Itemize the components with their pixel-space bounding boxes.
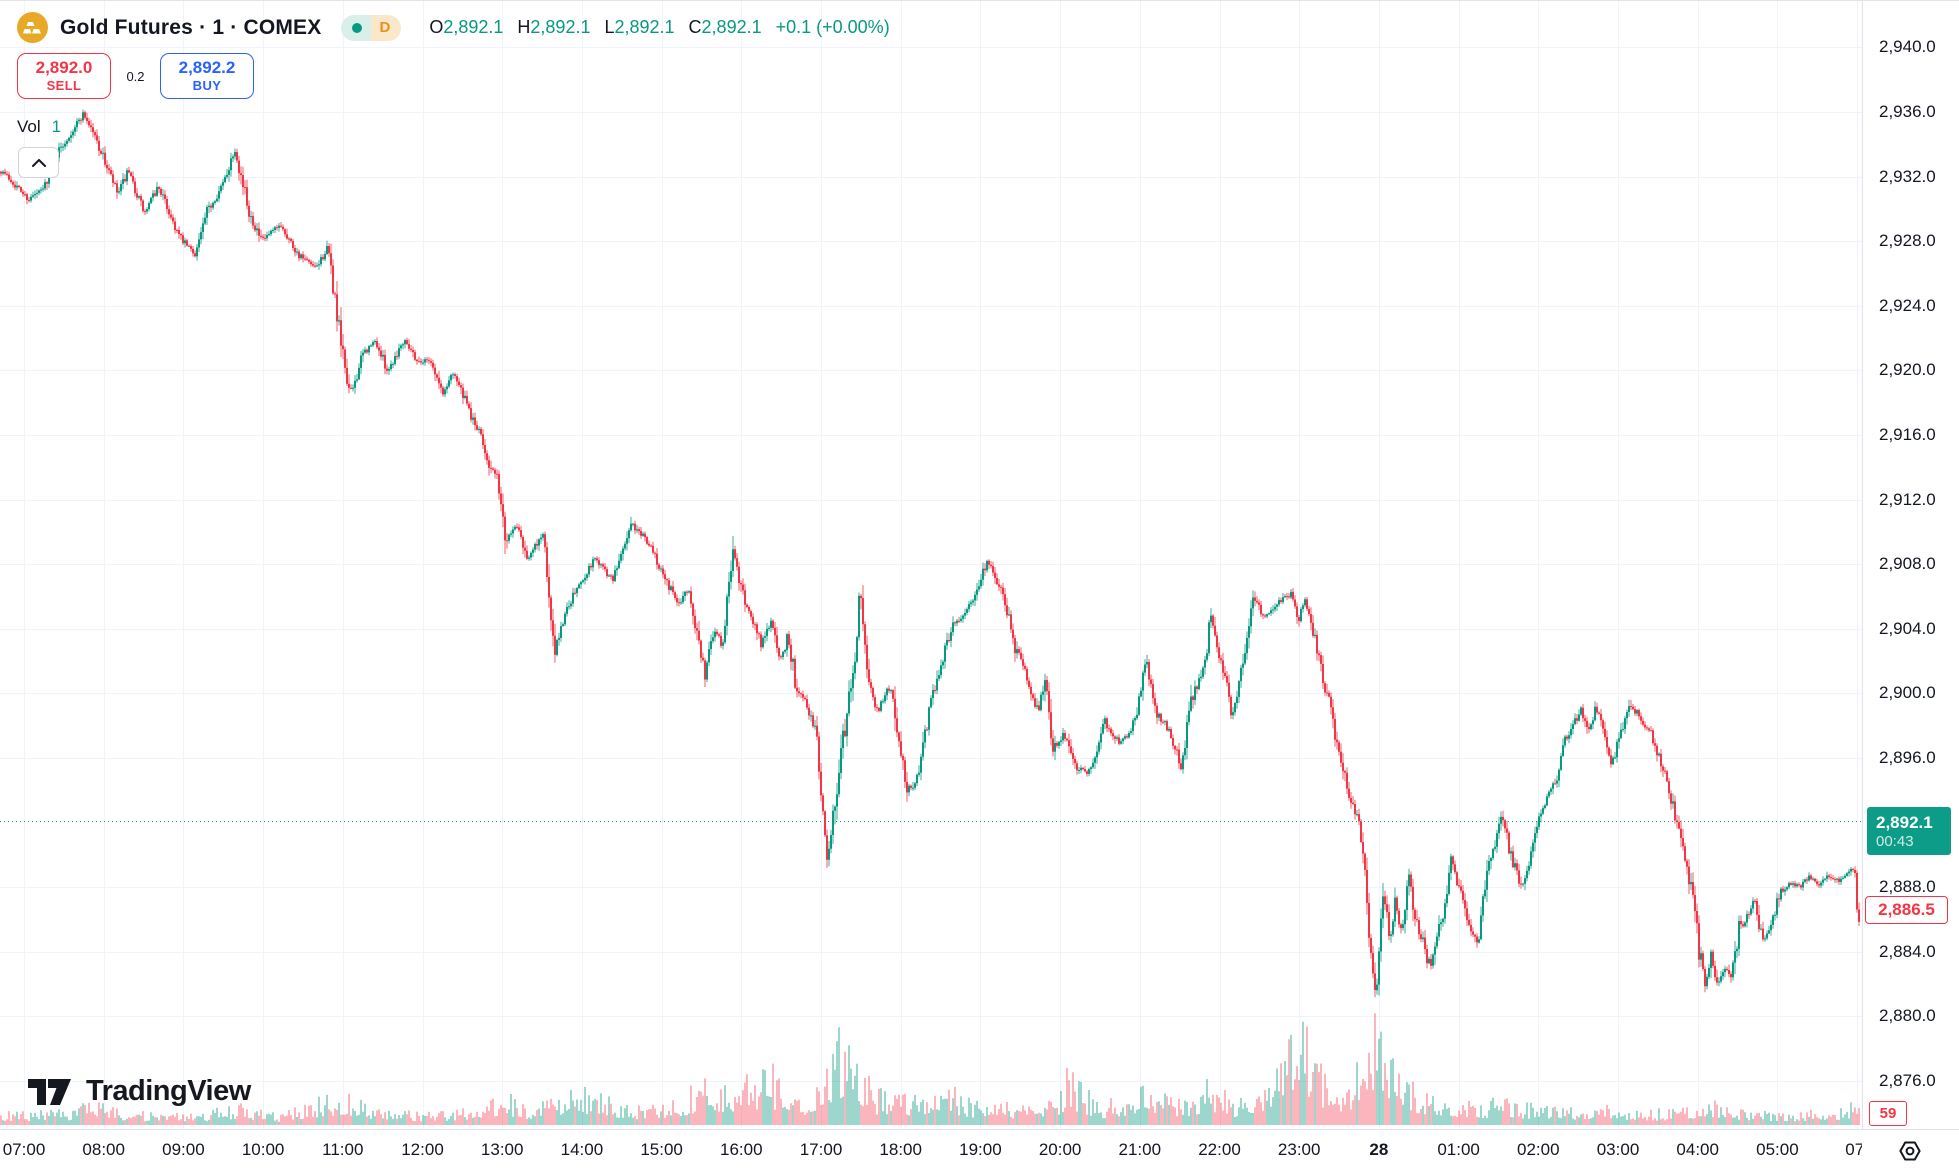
time-tick-label: 07: (1845, 1140, 1862, 1159)
volume-legend-label: Vol (17, 117, 41, 136)
time-tick-label: 07:00 (2, 1140, 46, 1159)
tradingview-mark-icon (28, 1078, 71, 1105)
sell-label: SELL (46, 78, 82, 93)
high-value: 2,892.1 (530, 17, 591, 37)
market-open-dot-icon (352, 22, 363, 33)
time-tick-label: 05:00 (1756, 1140, 1799, 1159)
ohlc-values: O2,892.1 H2,892.1 L2,892.1 C2,892.1 +0.1… (429, 17, 889, 38)
time-tick-label: 09:00 (162, 1140, 205, 1159)
low-key: L (604, 17, 615, 37)
time-tick-label: 22:00 (1198, 1140, 1241, 1159)
time-tick-label: 17:00 (799, 1140, 843, 1159)
chevron-up-icon (31, 158, 46, 167)
time-tick-label: 20:00 (1038, 1140, 1082, 1159)
gear-icon (1899, 1141, 1921, 1161)
last-price-badge: 2,892.1 00:43 (1867, 807, 1951, 855)
candle-wicks-down (0, 110, 1860, 998)
sell-button[interactable]: 2,892.0 SELL (17, 53, 111, 99)
close-key: C (688, 17, 702, 37)
collapse-legend-button[interactable] (18, 147, 59, 178)
time-tick-label: 11:00 (322, 1140, 364, 1159)
price-tick-label: 2,920.0 (1879, 360, 1936, 380)
price-tick-label: 2,884.0 (1879, 941, 1936, 961)
axis-settings-button[interactable] (1893, 1135, 1927, 1167)
bar-countdown: 00:43 (1876, 832, 1914, 850)
market-status-pill[interactable]: D (341, 14, 402, 41)
low-value: 2,892.1 (614, 17, 675, 37)
price-change: +0.1 (+0.00%) (775, 17, 890, 37)
buy-price: 2,892.2 (178, 58, 236, 77)
time-axis[interactable]: 07:00 08:00 09:00 10:00 11:00 12:00 13:00 14:00… (0, 1129, 1959, 1170)
time-tick-label: 21:00 (1118, 1140, 1162, 1159)
volume-indicator-legend[interactable]: Vol 1 (17, 117, 61, 137)
gold-symbol-icon (17, 12, 48, 43)
price-tick-label: 2,936.0 (1879, 102, 1936, 121)
bid-price-badge: 2,886.5 (1865, 896, 1948, 924)
price-tick-label: 2,900.0 (1879, 683, 1936, 703)
time-tick-label: 15:00 (640, 1140, 683, 1159)
time-tick-label: 16:00 (720, 1140, 763, 1159)
trade-buttons: 2,892.0 SELL 0.2 2,892.2 BUY (17, 53, 254, 99)
time-tick-label: 02:00 (1517, 1140, 1560, 1159)
price-tick-label: 2,924.0 (1879, 295, 1936, 315)
price-tick-label: 2,896.0 (1879, 748, 1936, 767)
price-axis[interactable]: 2,940.0 2,936.0 2,932.0 2,928.0 2,924.0 2,920… (1862, 1, 1959, 1129)
high-key: H (517, 17, 531, 37)
price-tick-label: 2,940.0 (1879, 37, 1936, 57)
time-tick-label: 03:00 (1596, 1140, 1640, 1159)
time-tick-label: 14:00 (560, 1140, 604, 1159)
price-tick-label: 2,904.0 (1879, 618, 1936, 638)
horizontal-gridlines (0, 47, 1862, 1082)
volume-value-badge: 59 (1869, 1101, 1907, 1126)
last-price-value: 2,892.1 (1876, 812, 1933, 832)
time-axis-labels: 07:00 08:00 09:00 10:00 11:00 12:00 13:00 14:00… (0, 1130, 1862, 1170)
symbol-title[interactable]: Gold Futures · 1 · COMEX (60, 15, 322, 39)
price-tick-label: 2,932.0 (1879, 166, 1936, 186)
time-tick-label: 12:00 (401, 1140, 444, 1159)
open-value: 2,892.1 (443, 17, 504, 37)
volume-bars-down (0, 1013, 1860, 1125)
volume-legend-value: 1 (51, 117, 62, 136)
time-tick-label: 01:00 (1437, 1140, 1480, 1159)
price-tick-label: 2,908.0 (1879, 554, 1936, 574)
open-key: O (429, 17, 444, 37)
candle-bodies-up (2, 112, 1852, 991)
time-tick-label: 10:00 (241, 1140, 285, 1159)
price-tick-label: 2,916.0 (1879, 425, 1936, 444)
time-tick-label: 18:00 (879, 1140, 922, 1159)
close-value: 2,892.1 (701, 17, 762, 37)
time-tick-label: 13:00 (480, 1140, 524, 1159)
buy-button[interactable]: 2,892.2 BUY (160, 53, 254, 99)
time-tick-label: 04:00 (1676, 1140, 1719, 1159)
price-tick-label: 2,888.0 (1879, 877, 1936, 897)
time-tick-label: 28 (1369, 1140, 1389, 1159)
chart-legend: Gold Futures · 1 · COMEX D O2,892.1 H2,8… (17, 12, 890, 43)
sell-price: 2,892.0 (35, 58, 93, 77)
price-tick-label: 2,876.0 (1879, 1071, 1936, 1090)
price-tick-label: 2,912.0 (1879, 489, 1936, 509)
time-tick-label: 08:00 (82, 1140, 125, 1159)
delayed-data-icon: D (371, 14, 402, 41)
candle-wicks-up (2, 109, 1852, 996)
tradingview-wordmark: TradingView (86, 1075, 251, 1107)
price-tick-label: 2,880.0 (1879, 1006, 1936, 1026)
time-tick-label: 23:00 (1277, 1140, 1321, 1159)
price-tick-label: 2,928.0 (1879, 231, 1936, 251)
buy-label: BUY (192, 78, 222, 93)
spread-value: 0.2 (126, 68, 145, 84)
tradingview-logo[interactable]: TradingView (28, 1075, 251, 1108)
time-tick-label: 19:00 (959, 1140, 1002, 1159)
candle-bodies-down (0, 112, 1860, 991)
